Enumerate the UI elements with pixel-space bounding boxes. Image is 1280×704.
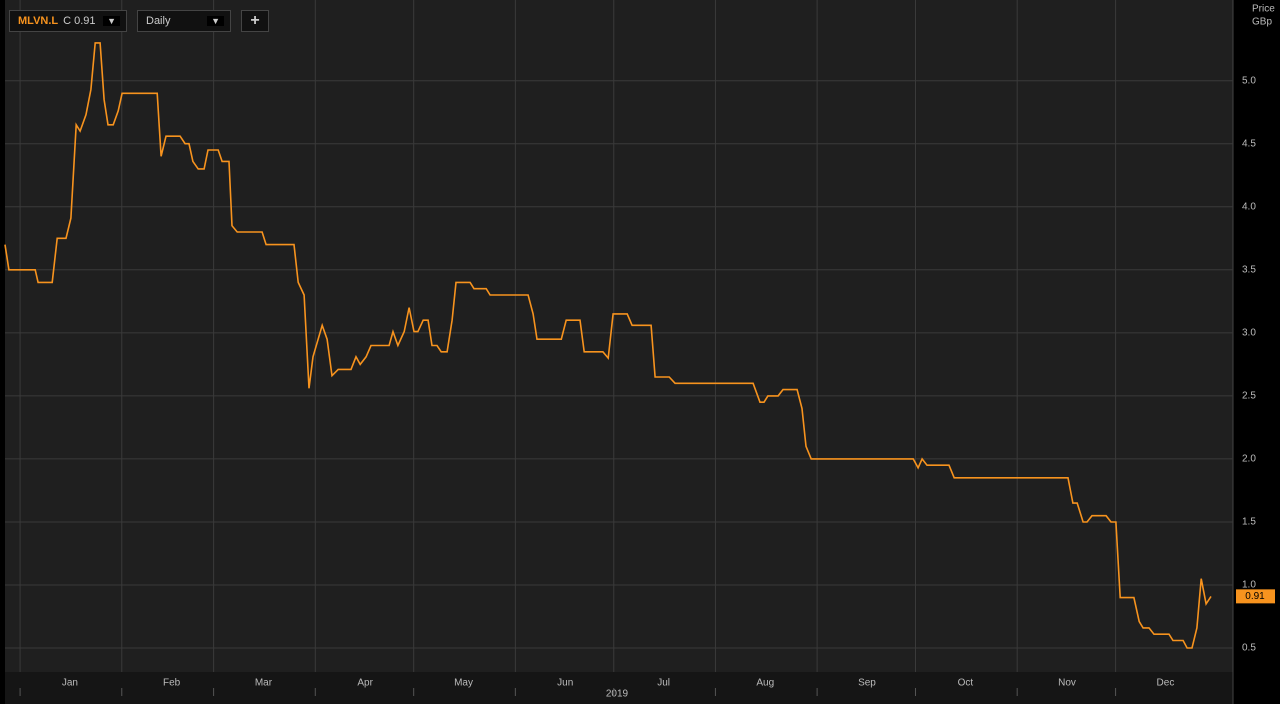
x-tick-label: Feb <box>163 678 181 689</box>
x-axis-label: 2019 <box>606 689 629 700</box>
x-tick-label: Nov <box>1058 678 1076 689</box>
y-tick-label: 1.0 <box>1242 580 1256 591</box>
y-tick-label: 2.5 <box>1242 391 1256 402</box>
x-tick-label: Apr <box>357 678 373 689</box>
x-tick-label: May <box>454 678 473 689</box>
y-tick-label: 2.0 <box>1242 454 1256 465</box>
y-tick-label: 4.0 <box>1242 201 1256 212</box>
x-tick-label: Jul <box>657 678 670 689</box>
close-price: C 0.91 <box>63 15 96 27</box>
last-price-tag <box>1236 589 1275 604</box>
plot-area <box>5 0 1233 672</box>
y-axis-label: Price <box>1252 4 1275 15</box>
y-axis-label: GBp <box>1252 17 1272 28</box>
y-tick-label: 5.0 <box>1242 75 1256 86</box>
interval: Daily <box>146 15 171 27</box>
y-tick-label: 3.5 <box>1242 264 1256 275</box>
dropdown-arrow: ▼ <box>103 16 120 26</box>
y-tick-label: 3.0 <box>1242 327 1256 338</box>
symbol-box[interactable]: MLVN.L C 0.91 ▼ <box>9 10 127 32</box>
x-tick-label: Aug <box>756 678 774 689</box>
x-axis-band <box>5 672 1233 704</box>
x-tick-label: Sep <box>858 678 876 689</box>
y-tick-label: 0.5 <box>1242 643 1256 654</box>
x-tick-label: Oct <box>958 678 974 689</box>
y-tick-label: 4.5 <box>1242 138 1256 149</box>
x-tick-label: Dec <box>1157 678 1175 689</box>
last-price-label: 0.91 <box>1245 591 1265 602</box>
x-tick-label: Jun <box>557 678 573 689</box>
add-button[interactable]: + <box>241 10 269 32</box>
symbol: MLVN.L <box>18 15 59 27</box>
x-tick-label: Mar <box>255 678 273 689</box>
x-tick-label: Jan <box>62 678 78 689</box>
dropdown-arrow: ▼ <box>207 16 224 26</box>
interval-box[interactable]: Daily ▼ <box>137 10 231 32</box>
y-tick-label: 1.5 <box>1242 517 1256 528</box>
price-line <box>4 42 1212 649</box>
